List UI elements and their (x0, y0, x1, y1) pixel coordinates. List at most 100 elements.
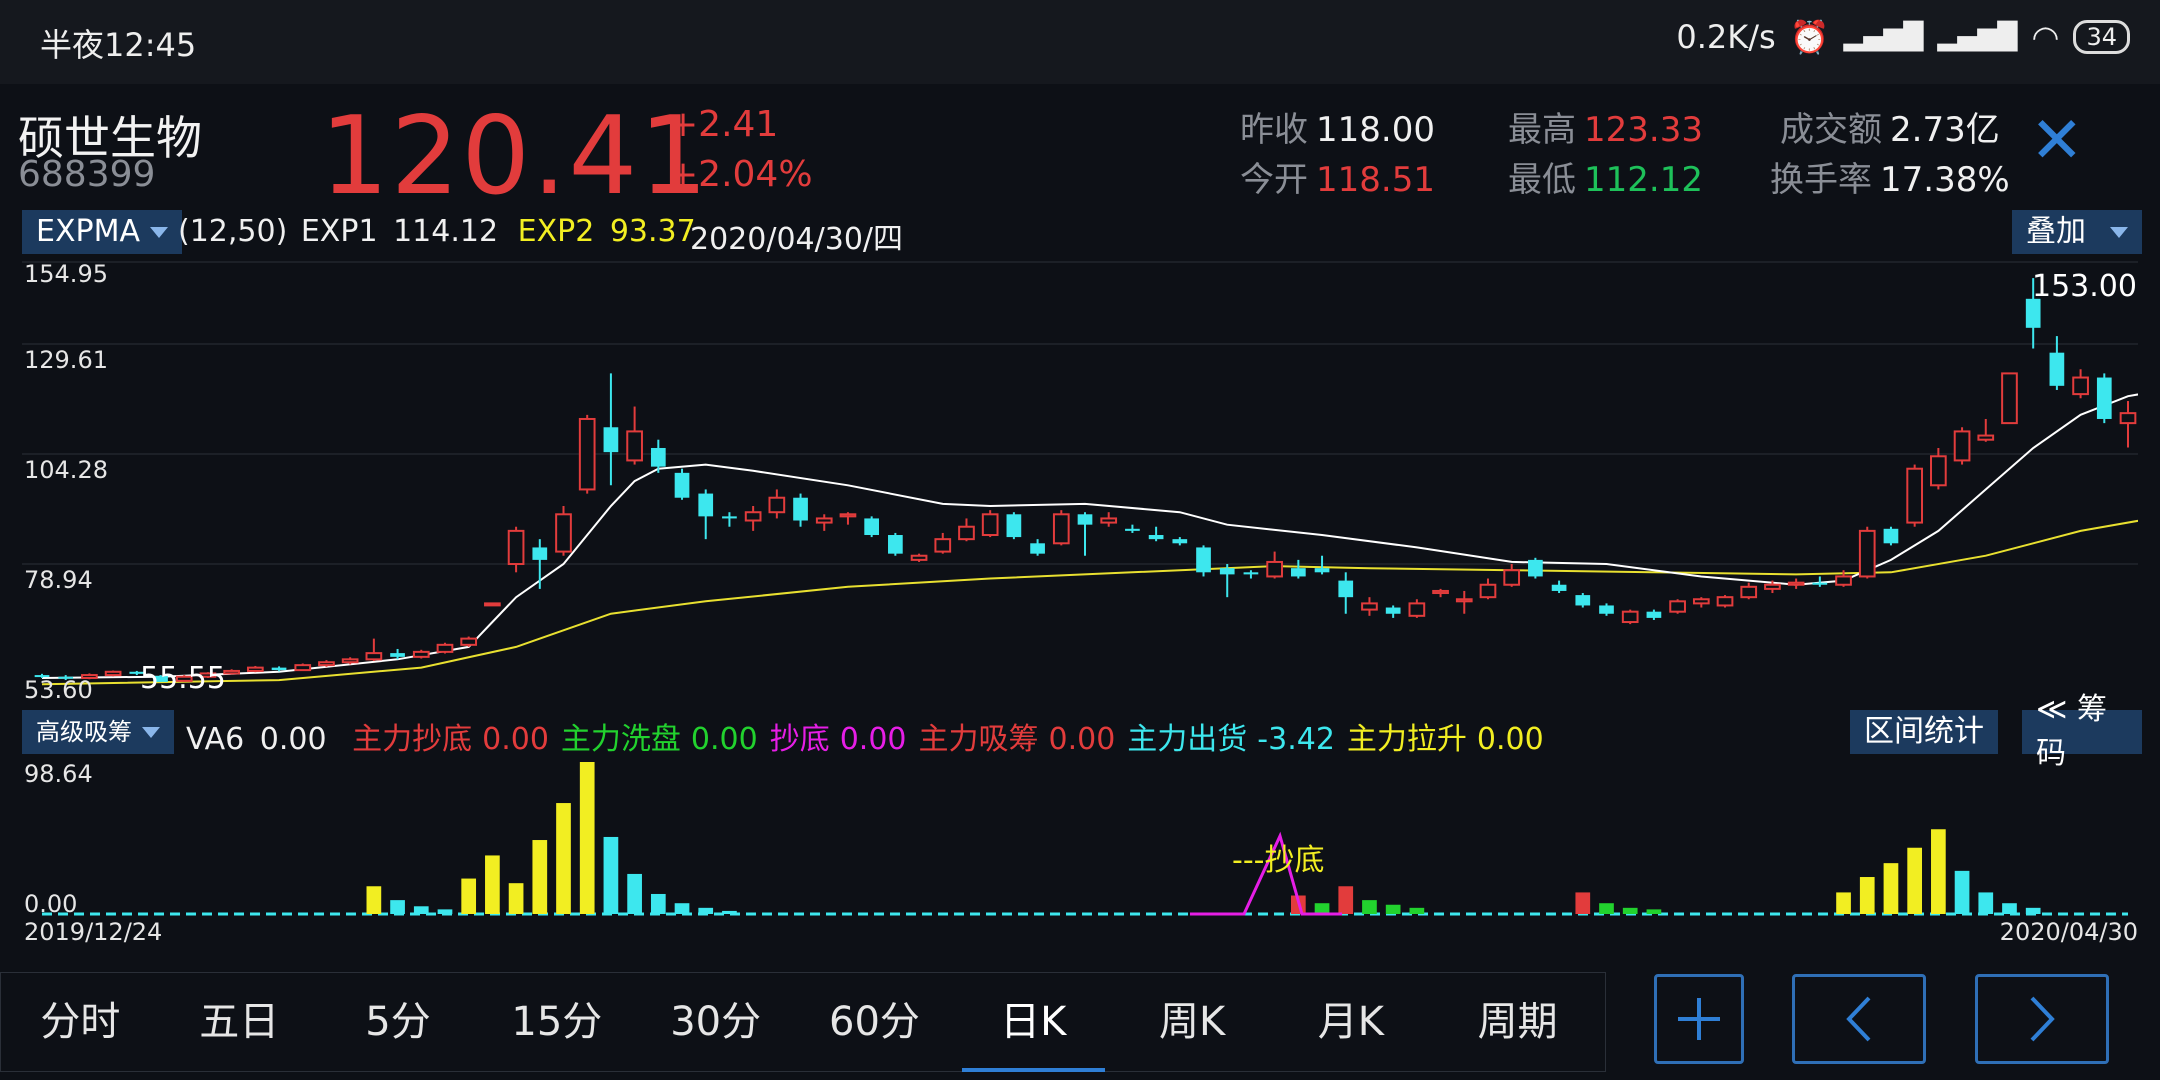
current-date: 2020/04/30/四 (690, 222, 904, 257)
candle (1479, 578, 1497, 600)
sub-bar (2025, 907, 2041, 914)
next-button[interactable] (1975, 974, 2109, 1064)
candle (1883, 526, 1899, 546)
candle (768, 489, 786, 519)
candle (246, 665, 264, 673)
wifi-icon: ◠ (2031, 18, 2060, 56)
sub-item-value: -3.42 (1257, 722, 1335, 757)
sub-bar (1859, 877, 1875, 914)
chevron-down-icon (142, 726, 160, 738)
candle (1077, 512, 1093, 556)
tab-period[interactable]: 周期 (1477, 999, 1558, 1045)
y-axis-top: 154.95 (24, 260, 108, 288)
candle (603, 373, 619, 486)
sub-indicator-dropdown[interactable]: 高级吸筹 (22, 710, 174, 754)
sub-y-top: 98.64 (24, 760, 93, 788)
tab-period[interactable]: 30分 (670, 999, 762, 1045)
candle (318, 660, 335, 667)
tab-period[interactable]: 分时 (40, 999, 121, 1045)
sub-indicator-values: VA6 0.00 主力抄底 0.00 主力洗盘 0.00 抄底 0.00 主力吸筹 0.00 主… (186, 722, 1544, 757)
candle (744, 506, 762, 531)
candlestick-chart[interactable]: 154.95 129.61 104.28 78.94 53.60 153.00 … (22, 258, 2138, 702)
candle (910, 553, 928, 562)
candle (390, 648, 405, 660)
sub-bar (674, 903, 690, 914)
tab-period[interactable]: 15分 (511, 999, 603, 1045)
candle (1172, 537, 1188, 546)
tab-period[interactable]: 周K (1158, 999, 1226, 1045)
low-price: 最低 112.12 (1508, 160, 1703, 200)
candle (1290, 559, 1306, 579)
candle (650, 439, 666, 473)
candle (2072, 369, 2089, 399)
last-price: 120.41 (320, 94, 710, 219)
turnover-rate: 换手率 17.38% (1770, 160, 2010, 200)
sub-item-value: 0.00 (482, 722, 549, 757)
add-button[interactable] (1654, 974, 1744, 1064)
y-axis-bottom: 53.60 (24, 676, 93, 702)
chips-button[interactable]: ≪ 筹码 (2022, 692, 2142, 771)
turnover-amount: 成交额 2.73亿 (1780, 110, 2000, 150)
stock-name: 硕世生物 (18, 111, 202, 165)
candle (1716, 595, 1734, 608)
sub-bar (722, 910, 737, 914)
prev-close: 昨收 118.00 (1240, 110, 1435, 150)
candle (507, 526, 525, 573)
y-axis-2: 129.61 (24, 346, 108, 374)
sub-bar (1622, 907, 1638, 914)
sub-item-label: 主力出货 (1127, 722, 1248, 757)
candle (1528, 557, 1543, 579)
close-icon[interactable]: ✕ (2030, 104, 2084, 178)
candle (1858, 526, 1876, 579)
chevron-down-icon (150, 226, 169, 238)
candle (1219, 564, 1235, 598)
sub-bar (437, 909, 453, 914)
signal-icon: ▂▄▆█ (1843, 22, 1924, 52)
candle (153, 675, 168, 682)
tab-period[interactable]: 日K (954, 972, 1113, 1072)
candle (412, 649, 430, 659)
sub-bar (1883, 863, 1899, 914)
candle (1148, 526, 1164, 542)
sub-item-value: 0.00 (839, 722, 907, 757)
plus-icon (1678, 998, 1720, 1040)
status-time: 半夜12:45 (40, 26, 197, 64)
candle (1621, 609, 1639, 625)
candle (532, 539, 548, 589)
tab-period[interactable]: 五日 (199, 999, 280, 1045)
sub-bar (1599, 903, 1614, 914)
tab-period[interactable]: 月K (1317, 999, 1385, 1045)
tab-period[interactable]: 60分 (829, 999, 920, 1045)
tab-period[interactable]: 5分 (365, 999, 431, 1045)
sub-bar (1362, 900, 1377, 914)
candle (1052, 510, 1070, 546)
candle (1646, 609, 1662, 620)
sub-item-value: 0.00 (1476, 722, 1544, 757)
candle (934, 532, 952, 554)
prev-button[interactable] (1792, 974, 1926, 1064)
sub-bar (461, 878, 477, 914)
status-bar: 半夜12:45 0.2K/s ⏰ ▂▄▆█ ▂▄▆█ ◠ 34 (0, 0, 2160, 84)
sub-item-value: 0.00 (690, 722, 758, 757)
candle (1006, 512, 1022, 540)
overlay-dropdown[interactable]: 叠加 (2012, 210, 2142, 254)
sub-indicator-chart[interactable]: ---抄底 98.64 0.00 (22, 758, 2138, 918)
interval-stats-button[interactable]: 区间统计 (1850, 710, 1998, 754)
sub-bar (1338, 886, 1354, 914)
indicator-values: (12,50) EXP1 114.12 EXP2 93.37 (178, 214, 696, 249)
sub-bar (508, 883, 524, 914)
candle (1764, 580, 1781, 594)
candle (981, 510, 999, 538)
candle (1599, 603, 1614, 616)
chevron-right-icon (2030, 996, 2055, 1042)
candle (815, 514, 833, 531)
candle (484, 602, 501, 607)
candle (104, 670, 122, 677)
candle (34, 673, 50, 678)
high-mark: 153.00 (2032, 269, 2137, 304)
sub-item-label: 主力拉升 (1346, 722, 1467, 757)
indicator-dropdown[interactable]: EXPMA (22, 210, 183, 254)
candle (1692, 597, 1710, 608)
sub-bar (627, 873, 642, 914)
candle (129, 670, 145, 676)
